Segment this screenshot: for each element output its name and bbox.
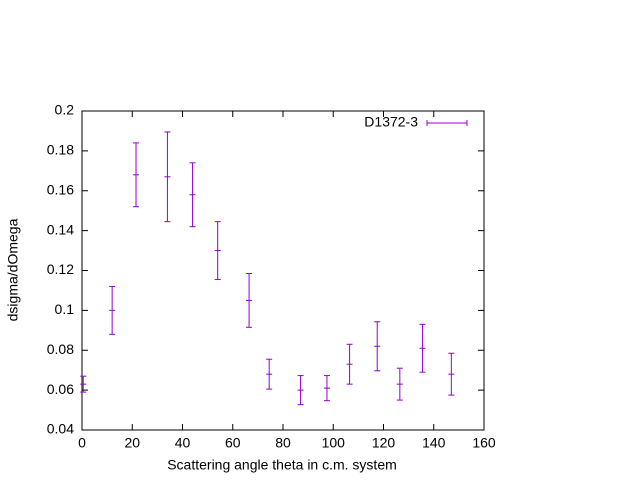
y-tick-label: 0.04 — [47, 421, 74, 437]
legend-sample — [426, 120, 468, 126]
y-tick-label: 0.08 — [47, 341, 74, 357]
x-tick-label: 60 — [225, 435, 241, 451]
y-tick-label: 0.12 — [47, 261, 74, 277]
x-tick-label: 120 — [372, 435, 396, 451]
error-bar — [396, 367, 403, 401]
x-tick-label: 40 — [175, 435, 191, 451]
error-bar — [419, 323, 426, 373]
x-axis-label: Scattering angle theta in c.m. system — [167, 457, 397, 473]
y-tick-label: 0.16 — [47, 181, 74, 197]
error-bar — [448, 352, 455, 396]
y-tick-label: 0.06 — [47, 381, 74, 397]
error-bar — [109, 285, 116, 335]
error-bar — [164, 131, 171, 223]
error-bar — [346, 343, 353, 385]
x-tick-label: 160 — [472, 435, 496, 451]
plot-border — [81, 110, 485, 431]
y-axis-label: dsigma/dOmega — [5, 218, 21, 321]
y-tick-label: 0.2 — [55, 102, 75, 118]
y-tick-label: 0.14 — [47, 221, 74, 237]
y-tick-label: 0.18 — [47, 142, 74, 158]
error-bar — [246, 272, 253, 328]
error-bar — [323, 375, 330, 402]
error-bar — [80, 375, 87, 393]
x-tick-label: 20 — [124, 435, 140, 451]
error-bar — [266, 358, 273, 390]
error-bar — [214, 221, 221, 280]
x-tick-label: 140 — [422, 435, 446, 451]
error-bar — [374, 321, 381, 372]
y-tick-label: 0.1 — [55, 301, 75, 317]
error-bar — [297, 375, 304, 406]
x-tick-label: 0 — [78, 435, 86, 451]
error-bar — [133, 142, 140, 208]
legend-label: D1372-3 — [364, 114, 418, 130]
x-tick-label: 100 — [322, 435, 346, 451]
error-bar — [189, 162, 196, 228]
x-tick-label: 80 — [275, 435, 291, 451]
